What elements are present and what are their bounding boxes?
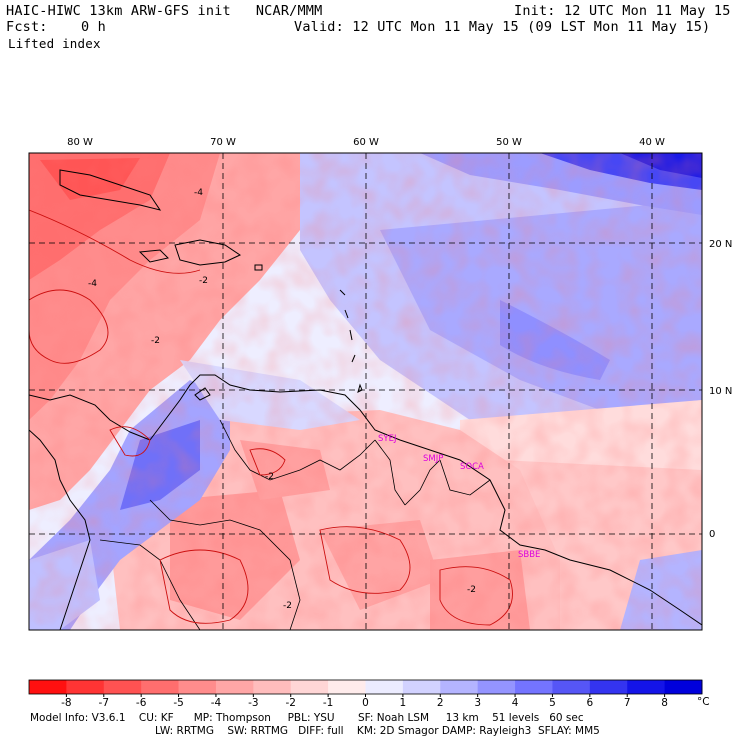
li-contours [29,209,513,626]
station-label: SYEJ [378,434,396,444]
contour-label: -4 [194,188,203,198]
colorbar-label: 1 [400,697,407,709]
lat-lon-grid [29,153,702,630]
colorbar-swatch [589,680,628,694]
colorbar-swatch [215,680,254,694]
model-title: HAIC-HIWC 13km ARW-GFS init NCAR/MMM [6,3,323,19]
colorbar-label: -2 [285,697,295,709]
colorbar-label: 4 [512,697,519,709]
forecast-hour: Fcst: 0 h [6,19,106,35]
contour-label: -2 [265,472,274,482]
colorbar-label: 5 [549,697,556,709]
colorbar-labels: -8 -7 -6 -5 -4 -3 -2 -1 0 1 2 3 4 5 6 7 8 [61,697,668,709]
colorbar-swatch [253,680,292,694]
colorbar-swatch [29,680,67,694]
colorbar-label: -8 [61,697,71,709]
colorbar-label: 2 [437,697,444,709]
colorbar-swatch [328,680,366,694]
colorbar-label: 0 [362,697,369,709]
contour-label: -4 [88,279,97,289]
colorbar-label: -3 [248,697,258,709]
lat-label: 10 N [709,386,732,397]
colorbar-label: 7 [624,697,631,709]
coastlines [29,169,702,630]
colorbar-swatch [141,680,180,694]
station-label: SBBE [518,550,540,560]
colorbar-label: -1 [323,697,333,709]
colorbar-swatch [178,680,217,694]
init-time: Init: 12 UTC Mon 11 May 15 [514,3,731,19]
colorbar-label: -6 [136,697,147,709]
valid-time: Valid: 12 UTC Mon 11 May 15 (09 LST Mon … [294,19,711,35]
contour-label: -2 [199,276,208,286]
station-label: SMJP [423,454,443,464]
lat-label: 20 N [709,239,732,250]
colorbar-swatch [402,680,441,694]
colorbar-swatch [515,680,553,694]
colorbar-unit: °C [697,696,710,708]
lon-label: 60 W [353,137,379,148]
contour-label: -2 [151,336,160,346]
colorbar-label: 6 [586,697,593,709]
contour-label: -2 [467,585,476,595]
model-info-line1: Model Info: V3.6.1 CU: KF MP: Thompson P… [30,712,584,724]
colorbar-swatch [627,680,666,694]
map-frame [28,152,703,631]
station-label: SOCA [460,462,484,472]
colorbar-swatch [66,680,105,694]
lat-label: 0 [709,529,715,540]
colorbar [28,679,703,697]
lon-label: 50 W [496,137,522,148]
lifted-index-field [29,153,702,630]
colorbar-swatch [440,680,479,694]
colorbar-swatch [290,680,329,694]
colorbar-swatch [664,680,703,694]
field-name: Lifted index [8,36,101,51]
colorbar-swatch [103,680,142,694]
lon-label: 80 W [67,137,93,148]
colorbar-label: 3 [474,697,481,709]
colorbar-label: -5 [173,697,183,709]
contour-label: -2 [283,601,292,611]
colorbar-label: -4 [211,697,222,709]
lon-label: 40 W [639,137,665,148]
colorbar-swatch [477,680,516,694]
colorbar-label: 8 [661,697,668,709]
model-info-line2: LW: RRTMG SW: RRTMG DIFF: full KM: 2D Sm… [155,725,600,737]
lon-label: 70 W [210,137,236,148]
colorbar-swatch [552,680,591,694]
colorbar-swatch [365,680,404,694]
colorbar-label: -7 [99,697,109,709]
